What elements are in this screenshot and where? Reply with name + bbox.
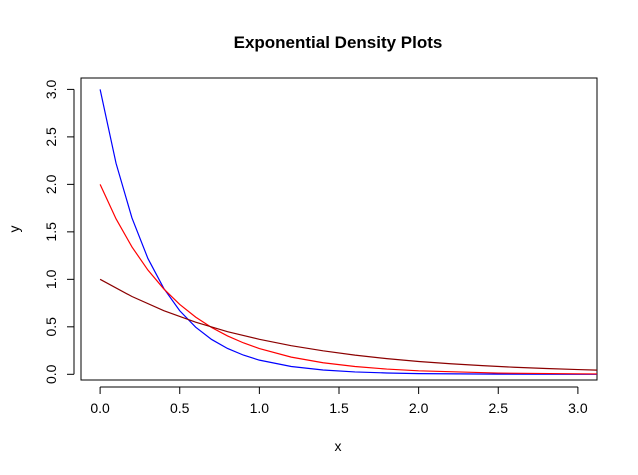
y-tick-label: 0.0 (43, 364, 59, 384)
y-tick-label: 2.0 (43, 174, 59, 194)
series-line-2 (99, 184, 597, 375)
y-tick-label: 1.5 (43, 222, 59, 242)
x-tick-label: 0.5 (170, 400, 190, 416)
y-tick-label: 1.0 (43, 269, 59, 289)
y-axis: 0.0 0.5 1.0 1.5 2.0 2.5 3.0 (43, 79, 75, 384)
y-tick-label: 0.5 (43, 317, 59, 337)
chart-title: Exponential Density Plots (234, 33, 443, 52)
x-axis: 0.0 0.5 1.0 1.5 2.0 2.5 3.0 (90, 386, 588, 416)
x-tick-label: 2.5 (489, 400, 509, 416)
x-tick-label: 1.5 (329, 400, 349, 416)
series-line-3 (99, 278, 597, 371)
x-tick-label: 3.0 (568, 400, 588, 416)
series-line-1 (99, 89, 597, 375)
x-tick-label: 0.0 (90, 400, 110, 416)
y-tick-label: 3.0 (43, 79, 59, 99)
x-tick-label: 1.0 (250, 400, 270, 416)
x-tick-label: 2.0 (409, 400, 429, 416)
x-axis-label: x (335, 438, 342, 454)
plot-frame (80, 77, 598, 381)
y-tick-label: 2.5 (43, 127, 59, 147)
y-axis-label: y (6, 226, 22, 233)
series-layer (99, 89, 597, 375)
